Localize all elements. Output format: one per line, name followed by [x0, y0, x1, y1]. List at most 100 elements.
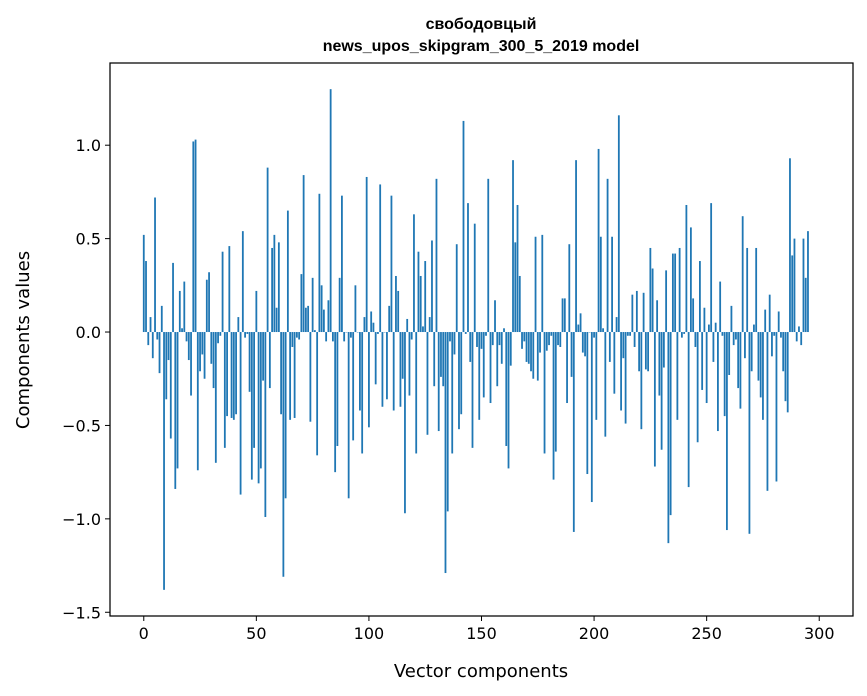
bar — [428, 317, 431, 333]
bar — [602, 328, 604, 333]
bar — [566, 332, 568, 404]
bar — [449, 332, 451, 342]
bar — [687, 332, 690, 488]
bar — [325, 332, 328, 342]
bar — [172, 262, 174, 333]
bar — [717, 332, 719, 432]
bar — [460, 332, 463, 415]
bar — [807, 231, 809, 333]
bar — [156, 332, 159, 340]
bar — [606, 178, 609, 333]
bar — [732, 332, 735, 346]
bar — [563, 298, 566, 333]
bar — [221, 251, 224, 333]
bar — [629, 332, 631, 336]
bar — [692, 298, 695, 333]
bar — [559, 332, 562, 347]
bar — [415, 332, 418, 454]
bar — [478, 332, 481, 420]
bar — [352, 332, 355, 441]
bar — [719, 281, 722, 333]
bar — [586, 332, 589, 475]
y-tick-label: −1.5 — [62, 603, 101, 622]
x-axis-label: Vector components — [394, 661, 568, 682]
bar — [320, 285, 323, 333]
bar — [617, 115, 620, 333]
bar — [773, 332, 776, 336]
bar — [424, 261, 427, 333]
bar — [593, 332, 595, 338]
bar — [554, 332, 557, 452]
bar — [543, 332, 546, 454]
bar — [257, 332, 260, 484]
bar — [678, 247, 681, 333]
bar — [536, 332, 539, 381]
bar — [248, 332, 251, 392]
bar — [453, 332, 456, 355]
bar — [561, 298, 564, 333]
x-tick-label: 150 — [466, 624, 497, 643]
bar — [755, 247, 758, 333]
bar — [494, 300, 496, 333]
bar — [622, 332, 625, 359]
bar — [665, 270, 668, 333]
bar — [295, 332, 298, 338]
bar — [577, 324, 580, 333]
bar — [723, 332, 726, 417]
bar — [595, 332, 598, 420]
bar — [203, 332, 206, 379]
y-tick-label: 1.0 — [76, 136, 101, 155]
bar — [775, 332, 778, 482]
bar — [464, 332, 467, 334]
bar — [532, 332, 535, 379]
bar — [264, 332, 267, 517]
bar — [780, 332, 782, 338]
bar — [190, 332, 192, 396]
bar — [210, 332, 213, 364]
bar — [626, 332, 629, 336]
bar — [757, 332, 760, 381]
bar — [246, 332, 249, 334]
y-axis-label: Components values — [13, 251, 34, 429]
bar — [735, 332, 737, 340]
bar — [151, 332, 154, 359]
bar — [334, 332, 337, 473]
bar — [142, 234, 145, 333]
bar — [241, 231, 244, 333]
bar — [386, 332, 388, 400]
bar — [370, 311, 373, 333]
bar — [620, 332, 622, 411]
bar — [572, 332, 575, 532]
bar — [518, 275, 521, 333]
bar — [406, 318, 409, 333]
bar — [451, 332, 454, 454]
bar — [703, 307, 706, 333]
bar — [699, 261, 701, 333]
bar — [795, 332, 798, 342]
bar — [228, 246, 231, 333]
bar — [410, 332, 413, 340]
bar — [660, 332, 663, 450]
bar — [322, 309, 325, 333]
bar — [683, 332, 686, 334]
bar — [489, 332, 492, 404]
bar — [516, 204, 519, 333]
bar — [178, 290, 181, 333]
bar — [503, 328, 505, 333]
bar — [647, 332, 650, 372]
y-tick-label: 0.5 — [76, 230, 101, 249]
bar — [280, 332, 283, 415]
bar — [374, 332, 377, 385]
bar — [212, 332, 215, 389]
bar — [512, 160, 514, 333]
bar — [426, 332, 429, 435]
bar — [350, 332, 352, 338]
bar — [304, 307, 307, 333]
bar — [689, 227, 692, 333]
bar — [395, 275, 397, 333]
bar — [712, 332, 715, 362]
bar — [766, 332, 769, 491]
bar — [219, 332, 222, 336]
bar — [163, 332, 165, 590]
bar — [158, 332, 161, 374]
